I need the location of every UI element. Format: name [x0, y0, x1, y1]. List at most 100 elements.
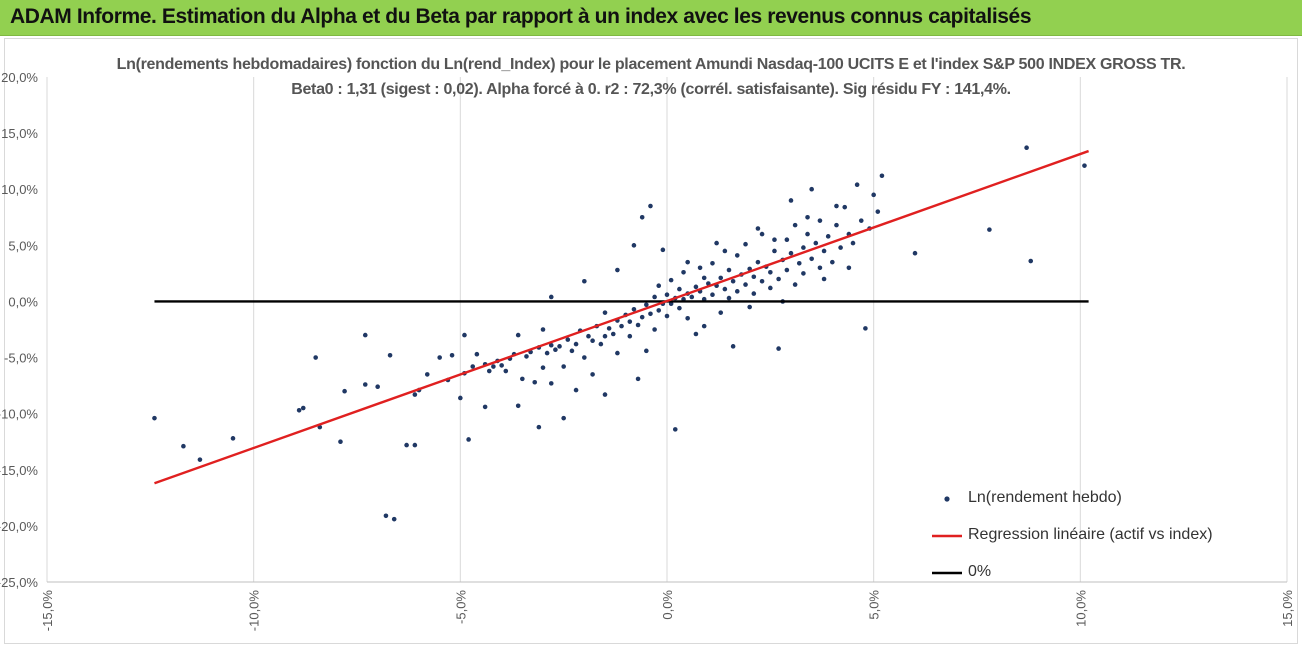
scatter-point	[375, 384, 380, 390]
scatter-point	[1024, 145, 1029, 150]
scatter-point	[681, 269, 686, 275]
report-title: ADAM Informe. Estimation du Alpha et du …	[10, 5, 1032, 28]
scatter-point	[792, 222, 798, 228]
scatter-point	[813, 240, 819, 246]
scatter-point	[652, 294, 657, 300]
scatter-point	[730, 344, 736, 349]
scatter-point	[743, 241, 748, 247]
scatter-point	[491, 364, 496, 369]
legend-marker-red-line	[932, 534, 962, 538]
scatter-point	[610, 331, 616, 337]
scatter-point	[718, 275, 724, 281]
scatter-point	[656, 283, 662, 289]
scatter-point	[449, 353, 455, 358]
scatter-point	[817, 265, 823, 271]
legend-label-regression: Regression linéaire (actif vs index)	[968, 526, 1213, 543]
x-tick-label: 5,0%	[867, 590, 882, 620]
scatter-point	[685, 315, 690, 321]
scatter-point	[586, 333, 591, 339]
scatter-point	[412, 442, 418, 448]
scatter-point	[557, 344, 562, 349]
scatter-point	[606, 326, 612, 331]
scatter-point	[722, 286, 728, 292]
scatter-point	[987, 227, 992, 232]
scatter-point	[788, 250, 794, 256]
scatter-point	[648, 203, 653, 209]
scatter-point	[850, 240, 856, 246]
scatter-point	[383, 513, 389, 519]
x-tick-label: -10,0%	[247, 590, 262, 632]
scatter-point	[536, 424, 542, 430]
scatter-point	[313, 355, 318, 360]
scatter-point	[565, 337, 571, 342]
scatter-point	[858, 218, 864, 223]
scatter-point	[751, 274, 757, 280]
scatter-point	[747, 304, 752, 310]
scatter-point	[573, 387, 579, 393]
scatter-point	[710, 292, 715, 298]
scatter-point	[701, 323, 707, 329]
scatter-point	[1082, 163, 1087, 168]
scatter-point	[635, 376, 641, 382]
scatter-point	[776, 346, 781, 351]
scatter-point	[590, 372, 595, 377]
scatter-point	[631, 307, 637, 312]
chart-subtitle: Beta0 : 1,31 (sigest : 0,02). Alpha forc…	[291, 81, 1011, 98]
scatter-point	[639, 214, 645, 220]
scatter-point	[300, 405, 306, 411]
scatter-point	[697, 265, 703, 271]
scatter-point	[404, 442, 409, 448]
scatter-point	[656, 308, 662, 313]
y-tick-label: -15,0%	[0, 463, 38, 478]
scatter-point	[387, 353, 393, 358]
scatter-point	[639, 314, 645, 320]
scatter-point	[437, 355, 442, 360]
scatter-point	[714, 240, 719, 246]
scatter-point	[755, 226, 761, 231]
scatter-point	[701, 275, 707, 281]
scatter-point	[569, 348, 575, 354]
y-tick-label: 5,0%	[8, 238, 38, 253]
scatter-point	[788, 198, 794, 203]
scatter-point	[602, 310, 608, 315]
scatter-point	[743, 282, 748, 287]
scatter-point	[825, 234, 831, 239]
scatter-point	[619, 323, 624, 329]
y-tick-label: -25,0%	[0, 575, 38, 590]
y-tick-label: -10,0%	[0, 407, 38, 422]
scatter-point	[805, 214, 810, 220]
scatter-point	[821, 248, 827, 254]
scatter-point	[805, 231, 810, 237]
scatter-point	[1028, 258, 1034, 264]
scatter-point	[846, 265, 852, 271]
scatter-point	[548, 381, 554, 386]
scatter-point	[540, 327, 546, 332]
scatter-point	[499, 363, 504, 368]
scatter-point	[759, 231, 765, 237]
scatter-point	[809, 256, 814, 262]
scatter-point	[834, 203, 839, 209]
legend-marker-black-line	[932, 571, 962, 575]
scatter-point	[503, 368, 509, 374]
scatter-point	[875, 209, 881, 214]
scatter-point	[772, 237, 777, 243]
scatter-point	[693, 284, 699, 290]
scatter-point	[652, 327, 657, 332]
scatter-point	[689, 294, 695, 300]
y-tick-label: 0,0%	[8, 294, 38, 309]
scatter-point	[515, 332, 521, 338]
scatter-point	[863, 326, 868, 331]
scatter-point	[726, 295, 732, 301]
report-banner: ADAM Informe. Estimation du Alpha et du …	[0, 0, 1302, 36]
scatter-point	[834, 222, 839, 228]
scatter-point	[722, 248, 728, 254]
scatter-point	[470, 364, 476, 369]
scatter-point	[561, 415, 566, 421]
scatter-point	[842, 204, 848, 210]
scatter-point	[784, 267, 790, 273]
scatter-point	[424, 372, 430, 377]
scatter-point	[515, 403, 521, 409]
scatter-point	[598, 341, 604, 347]
scatter-point	[548, 294, 554, 300]
